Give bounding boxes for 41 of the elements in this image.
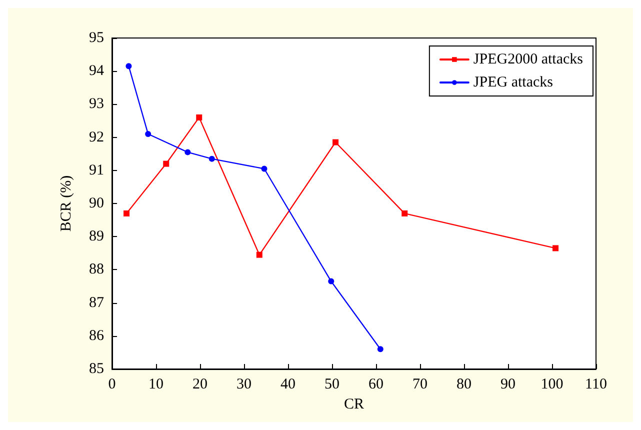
- x-axis-title: CR: [344, 396, 364, 412]
- point: [184, 149, 191, 156]
- x-tick-label: 30: [236, 376, 252, 392]
- legend-label: JPEG attacks: [473, 74, 554, 90]
- x-tick-label: 60: [368, 376, 384, 392]
- x-tick-label: 10: [148, 376, 164, 392]
- x-tick-label: 20: [192, 376, 208, 392]
- x-tick-label: 80: [456, 376, 472, 392]
- point: [328, 278, 334, 284]
- x-tick-label: 70: [412, 376, 428, 392]
- point: [552, 245, 559, 252]
- x-tick-label: 40: [280, 376, 296, 392]
- y-tick-label: 87: [89, 294, 104, 311]
- point: [124, 210, 130, 216]
- x-tick-label: 110: [585, 376, 607, 392]
- point: [377, 346, 384, 352]
- y-tick-label: 92: [89, 129, 104, 146]
- y-tick-label: 89: [89, 228, 104, 245]
- y-tick-label: 95: [89, 30, 104, 46]
- point: [332, 139, 339, 146]
- y-axis-title: BCR (%): [58, 175, 74, 232]
- x-tick-label: 90: [500, 376, 516, 392]
- y-tick-label: 91: [89, 162, 104, 178]
- point: [208, 156, 215, 162]
- y-tick-label: 90: [89, 196, 104, 212]
- legend-label: JPEG2000 attacks: [473, 52, 584, 68]
- point: [126, 63, 132, 70]
- point: [163, 160, 170, 167]
- x-tick-label: 50: [324, 376, 340, 392]
- y-tick-label: 86: [89, 328, 104, 344]
- y-tick-label: 94: [89, 63, 104, 80]
- point: [402, 210, 408, 216]
- y-tick-label: 85: [89, 361, 104, 377]
- point: [261, 166, 268, 172]
- y-tick-label: 93: [89, 96, 104, 112]
- point: [256, 252, 262, 258]
- point: [145, 130, 152, 137]
- y-tick-label: 88: [89, 262, 104, 278]
- point: [196, 114, 202, 120]
- x-tick-label: 100: [540, 376, 564, 392]
- x-tick-label: 0: [108, 376, 116, 392]
